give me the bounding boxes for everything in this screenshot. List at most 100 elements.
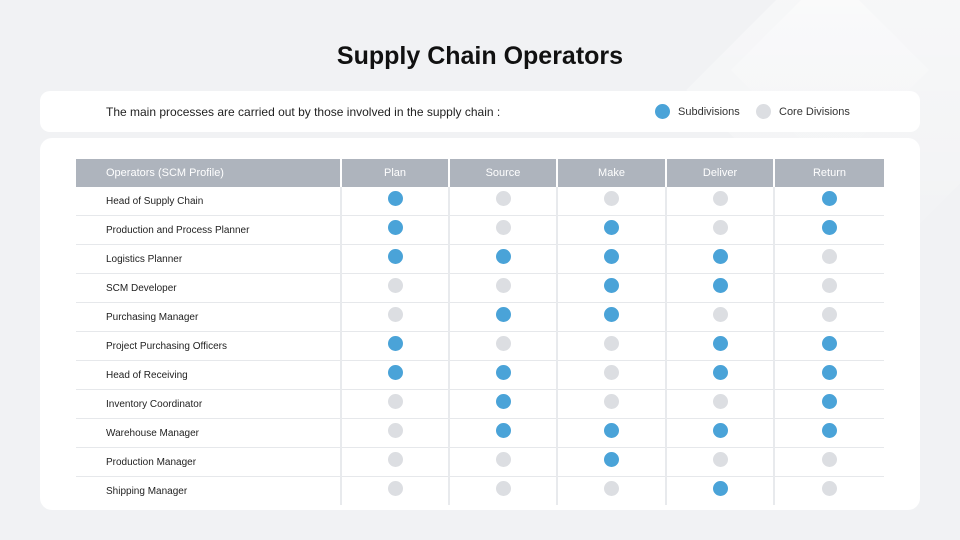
matrix-cell xyxy=(773,476,884,505)
matrix-cell xyxy=(773,273,884,303)
subdivision-dot-icon xyxy=(387,220,403,235)
matrix-cell xyxy=(340,187,449,216)
subdivision-dot-icon xyxy=(712,336,728,351)
core-division-dot-icon xyxy=(712,220,728,235)
table-row: SCM Developer xyxy=(76,273,884,303)
operator-role-label: Shipping Manager xyxy=(106,485,188,497)
subdivision-dot-icon xyxy=(822,394,837,409)
matrix-cell xyxy=(448,331,557,361)
matrix-cell xyxy=(665,273,774,303)
matrix-cell xyxy=(773,447,884,477)
column-header-source: Source xyxy=(448,159,557,187)
core-division-dot-icon xyxy=(604,394,619,409)
core-division-dot-icon xyxy=(712,307,728,322)
core-division-dot-icon xyxy=(712,394,728,409)
core-division-dot-icon xyxy=(387,307,403,322)
table-row: Shipping Manager xyxy=(76,476,884,505)
matrix-cell xyxy=(665,302,774,332)
operator-role-label: Production Manager xyxy=(76,447,341,477)
subdivision-dot-icon xyxy=(604,452,619,467)
subdivision-dot-icon xyxy=(604,423,619,438)
subdivision-dot-icon xyxy=(712,249,728,264)
matrix-cell xyxy=(665,215,774,245)
legend-label: Core Divisions xyxy=(779,105,850,118)
matrix-cell xyxy=(665,476,774,505)
matrix-cell xyxy=(773,187,884,216)
matrix-cell xyxy=(340,215,449,245)
matrix-cell xyxy=(448,273,557,303)
core-division-dot-icon xyxy=(822,481,837,496)
operator-role-label: Head of Receiving xyxy=(76,360,341,390)
column-header-operators: Operators (SCM Profile) xyxy=(76,159,341,187)
column-header-return: Return xyxy=(773,159,884,187)
column-header-deliver: Deliver xyxy=(665,159,774,187)
matrix-cell xyxy=(340,360,449,390)
core-division-dot-icon xyxy=(387,452,403,467)
legend-subdivisions: Subdivisions xyxy=(655,104,740,119)
matrix-cell xyxy=(448,360,557,390)
core-division-dot-icon xyxy=(604,191,619,206)
intro-card: The main processes are carried out by th… xyxy=(40,91,920,132)
operator-role-label: Project Purchasing Officers xyxy=(76,331,341,361)
core-division-dot-icon xyxy=(495,481,511,496)
core-division-dot-icon xyxy=(495,336,511,351)
operator-matrix-table: Operators (SCM Profile) Plan Source Make Del… xyxy=(76,159,884,505)
matrix-cell xyxy=(556,476,666,505)
subdivisions-dot-icon xyxy=(655,104,670,119)
subdivision-dot-icon xyxy=(822,336,837,351)
core-division-dot-icon xyxy=(495,278,511,293)
core-division-dot-icon xyxy=(712,452,728,467)
table-row: Logistics Planner xyxy=(76,244,884,274)
core-division-dot-icon xyxy=(822,307,837,322)
matrix-cell xyxy=(556,331,666,361)
core-division-dot-icon xyxy=(604,336,619,351)
table-header-row: Operators (SCM Profile) Plan Source Make Del… xyxy=(76,159,884,187)
matrix-cell xyxy=(773,244,884,274)
intro-text: The main processes are carried out by th… xyxy=(106,105,501,119)
subdivision-dot-icon xyxy=(822,220,837,235)
matrix-cell xyxy=(773,331,884,361)
matrix-cell xyxy=(556,187,666,216)
table-row: Purchasing Manager xyxy=(76,302,884,332)
operator-role-label: SCM Developer xyxy=(76,273,341,303)
matrix-cell xyxy=(665,331,774,361)
matrix-cell xyxy=(556,389,666,419)
subdivision-dot-icon xyxy=(495,249,511,264)
subdivision-dot-icon xyxy=(712,423,728,438)
subdivision-dot-icon xyxy=(495,394,511,409)
matrix-cell xyxy=(665,187,774,216)
table-row: Warehouse Manager xyxy=(76,418,884,448)
column-header-plan: Plan xyxy=(340,159,449,187)
core-division-dot-icon xyxy=(822,452,837,467)
matrix-cell xyxy=(340,389,449,419)
matrix-cell xyxy=(665,389,774,419)
matrix-cell xyxy=(448,244,557,274)
core-division-dot-icon xyxy=(495,452,511,467)
matrix-cell xyxy=(340,244,449,274)
matrix-cell xyxy=(556,215,666,245)
subdivision-dot-icon xyxy=(712,481,728,496)
table-row: Head of Supply Chain xyxy=(76,187,884,216)
matrix-cell xyxy=(665,360,774,390)
subdivision-dot-icon xyxy=(495,423,511,438)
subdivision-dot-icon xyxy=(495,307,511,322)
matrix-card: Operators (SCM Profile) Plan Source Make Del… xyxy=(40,138,920,510)
subdivision-dot-icon xyxy=(712,278,728,293)
matrix-cell xyxy=(448,389,557,419)
core-division-dot-icon xyxy=(387,481,403,496)
legend-core-divisions: Core Divisions xyxy=(756,104,850,119)
legend-label: Subdivisions xyxy=(678,105,740,118)
subdivision-dot-icon xyxy=(822,423,837,438)
matrix-cell xyxy=(340,273,449,303)
matrix-cell xyxy=(556,360,666,390)
core-divisions-dot-icon xyxy=(756,104,771,119)
matrix-cell xyxy=(556,244,666,274)
subdivision-dot-icon xyxy=(604,307,619,322)
matrix-cell xyxy=(340,418,449,448)
subdivision-dot-icon xyxy=(387,365,403,380)
core-division-dot-icon xyxy=(822,249,837,264)
matrix-cell xyxy=(448,418,557,448)
subdivision-dot-icon xyxy=(604,278,619,293)
matrix-cell xyxy=(340,331,449,361)
matrix-cell xyxy=(773,418,884,448)
